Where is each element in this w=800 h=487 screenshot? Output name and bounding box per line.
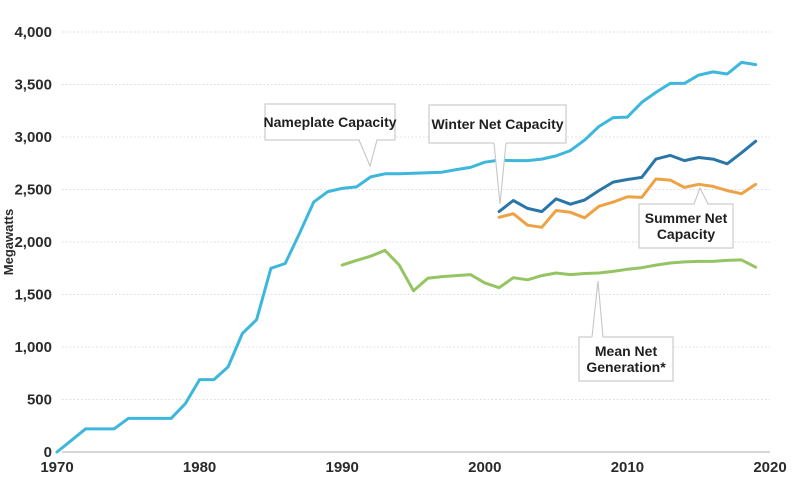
x-axis-tick-label: 1980: [183, 459, 216, 476]
y-axis-tick-label: 0: [44, 444, 52, 461]
callout-nameplate-pointer-outline: [358, 139, 378, 168]
callout-winter-pointer: [494, 141, 506, 204]
x-axis-tick-label: 1970: [40, 459, 73, 476]
callout-summer-pointer-outline: [693, 186, 709, 205]
callout-nameplate-label: Nameplate Capacity: [263, 114, 396, 130]
gridlines: [62, 31, 770, 453]
y-axis-tick-label: 4,000: [14, 24, 52, 41]
series-summer-line: [497, 177, 758, 229]
series-nameplate-line: [55, 60, 758, 454]
callout-winter-label: Winter Net Capacity: [431, 116, 563, 132]
callout-summer-pointer: [694, 188, 708, 206]
x-axis-tick-label: 2010: [611, 459, 644, 476]
callout-winter-pointer-outline: [493, 142, 507, 205]
callout-summer-box: [638, 203, 734, 249]
callout-mean-label: Mean Net: [595, 343, 658, 359]
callout-mean-box: [578, 336, 674, 382]
y-axis-tick-label: 1,500: [14, 287, 52, 304]
y-axis-tick-label: 2,500: [14, 182, 52, 199]
y-axis-title: Megawatts: [1, 209, 16, 275]
callout-summer-label: Capacity: [657, 226, 716, 242]
callout-nameplate-pointer: [359, 138, 377, 166]
series-winter-line: [497, 139, 758, 214]
callout-mean-label: Generation*: [586, 359, 666, 375]
callout-summer-label: Summer Net: [645, 210, 728, 226]
y-axis-tick-label: 3,500: [14, 77, 52, 94]
y-axis-tick-label: 3,000: [14, 129, 52, 146]
x-axis-tick-label: 1990: [326, 459, 359, 476]
series-mean-line: [340, 248, 758, 293]
axis-labels: 0 500 1,000 1,500 2,000 2,500 3,000 3,500 4,000 1…: [1, 24, 787, 476]
x-axis-tick-label: 2020: [753, 459, 786, 476]
callout-nameplate-box: [264, 103, 396, 141]
callout-mean-pointer-outline: [591, 280, 604, 338]
x-axis-tick-label: 2000: [468, 459, 501, 476]
series-lines: [55, 60, 758, 454]
callout-nameplate: Nameplate Capacity: [263, 103, 397, 168]
y-axis-tick-label: 2,000: [14, 234, 52, 251]
callout-winter: Winter Net Capacity: [428, 104, 567, 205]
y-axis-tick-label: 500: [27, 392, 52, 409]
y-axis-tick-label: 1,000: [14, 339, 52, 356]
callout-mean-pointer: [592, 281, 603, 339]
callout-winter-box: [428, 104, 567, 144]
